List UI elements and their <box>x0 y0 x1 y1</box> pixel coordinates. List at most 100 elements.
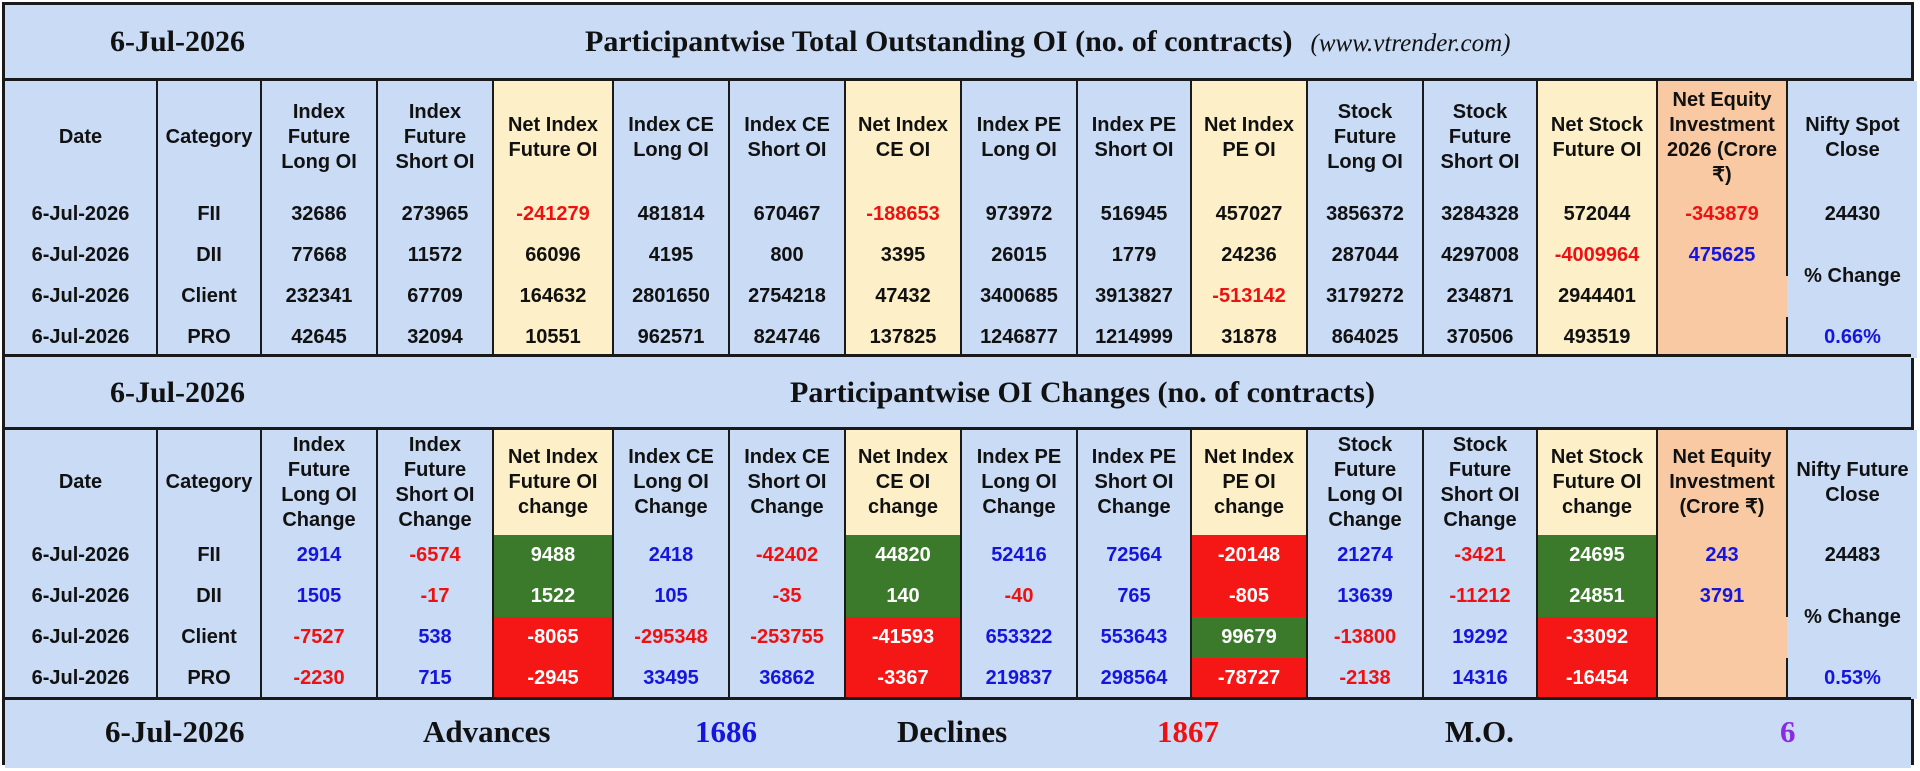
column-header: Stock Future Long OI Change <box>1307 430 1424 535</box>
column-header: Net Index PE OI <box>1191 81 1308 194</box>
value-cell: -33092 <box>1537 617 1658 658</box>
value-cell: 10551 <box>493 317 614 358</box>
value-cell: 538 <box>377 617 494 658</box>
value-cell: -2945 <box>493 658 614 699</box>
value-cell: -295348 <box>613 617 730 658</box>
column-header: Index Future Long OI Change <box>261 430 378 535</box>
value-cell: 765 <box>1077 576 1192 617</box>
value-cell: 1505 <box>261 576 378 617</box>
row-date: 6-Jul-2026 <box>5 658 158 699</box>
value-cell: -2138 <box>1307 658 1424 699</box>
value-cell: 32094 <box>377 317 494 358</box>
value-cell: 653322 <box>961 617 1078 658</box>
column-header: Index CE Short OI <box>729 81 846 194</box>
column-header: Category <box>157 430 262 535</box>
value-cell: 26015 <box>961 235 1078 276</box>
equity-cell <box>1657 317 1788 358</box>
row-date: 6-Jul-2026 <box>5 194 158 235</box>
column-header: Stock Future Long OI <box>1307 81 1424 194</box>
value-cell: 3856372 <box>1307 194 1424 235</box>
equity-cell <box>1657 617 1787 658</box>
table-row: 6-Jul-2026 DII 77668 11572 66096 4195 800 3395 2… <box>5 235 1917 287</box>
column-header: Net Index CE OI change <box>845 430 962 535</box>
value-cell: -11212 <box>1423 576 1538 617</box>
value-cell: 31878 <box>1191 317 1308 358</box>
value-cell: -35 <box>729 576 846 617</box>
column-header: Net Index CE OI <box>845 81 962 194</box>
value-cell: 105 <box>613 576 730 617</box>
value-cell: -41593 <box>845 617 962 658</box>
pct-change-value: 0.53% <box>1824 667 1881 689</box>
row-category: Client <box>157 617 262 658</box>
value-cell: 962571 <box>613 317 730 358</box>
equity-cell: 3791 <box>1657 576 1788 617</box>
value-cell: -188653 <box>845 194 962 235</box>
table-row: 6-Jul-2026 DII 1505 -17 1522 105 -35 140 -40 765-… <box>5 576 1917 628</box>
value-cell: 36862 <box>729 658 846 699</box>
site-link[interactable]: (www.vtrender.com) <box>1310 30 1511 57</box>
value-cell: 24695 <box>1537 535 1658 576</box>
column-header: Net Index PE OI change <box>1191 430 1308 535</box>
value-cell: 33495 <box>613 658 730 699</box>
changes-header-row: Date Category Index Future Long OI Change I… <box>5 430 1917 535</box>
table-row: 6-Jul-2026 Client -7527 538 -8065 -295348 -253… <box>5 617 1917 658</box>
column-header: Net Index Future OI change <box>493 430 614 535</box>
column-header: Index CE Long OI Change <box>613 430 730 535</box>
value-cell: -2230 <box>261 658 378 699</box>
value-cell: -253755 <box>729 617 846 658</box>
value-cell: -8065 <box>493 617 614 658</box>
value-cell: 457027 <box>1191 194 1308 235</box>
value-cell: 137825 <box>845 317 962 358</box>
breadth-date: 6-Jul-2026 <box>105 714 245 749</box>
oi-title: Participantwise Total Outstanding OI (no… <box>585 25 1511 59</box>
value-cell: 2754218 <box>729 276 846 317</box>
value-cell: -40 <box>961 576 1078 617</box>
value-cell: 715 <box>377 658 494 699</box>
row-category: FII <box>157 194 262 235</box>
value-cell: -6574 <box>377 535 494 576</box>
value-cell: 11572 <box>377 235 494 276</box>
value-cell: 553643 <box>1077 617 1192 658</box>
value-cell: -7527 <box>261 617 378 658</box>
oi-title-text: Participantwise Total Outstanding OI (no… <box>585 25 1293 58</box>
pct-change-value: 0.66% <box>1824 326 1881 348</box>
value-cell: 24236 <box>1191 235 1308 276</box>
value-cell: 1779 <box>1077 235 1192 276</box>
nifty-close: 24483 <box>1824 544 1881 566</box>
value-cell: -20148 <box>1191 535 1308 576</box>
row-category: PRO <box>157 317 262 358</box>
value-cell: 3179272 <box>1307 276 1424 317</box>
value-cell: -241279 <box>493 194 614 235</box>
advances-value: 1686 <box>695 714 757 749</box>
value-cell: 670467 <box>729 194 846 235</box>
table-row: 6-Jul-2026 PRO -2230 715 -2945 33495 36862 -336… <box>5 658 1917 699</box>
value-cell: 298564 <box>1077 658 1192 699</box>
row-category: DII <box>157 576 262 617</box>
value-cell: 800 <box>729 235 846 276</box>
value-cell: 481814 <box>613 194 730 235</box>
row-date: 6-Jul-2026 <box>5 576 158 617</box>
row-date: 6-Jul-2026 <box>5 235 158 276</box>
value-cell: -4009964 <box>1537 235 1658 276</box>
value-cell: -78727 <box>1191 658 1308 699</box>
value-cell: 4297008 <box>1423 235 1538 276</box>
table-row: 6-Jul-2026 FII 32686 273965 -241279 481814 670… <box>5 194 1917 235</box>
row-category: Client <box>157 276 262 317</box>
row-date: 6-Jul-2026 <box>5 617 158 658</box>
value-cell: 67709 <box>377 276 494 317</box>
value-cell: 32686 <box>261 194 378 235</box>
column-header: Nifty Spot Close <box>1805 113 1900 161</box>
column-header: Index Future Short OI Change <box>377 430 494 535</box>
value-cell: 66096 <box>493 235 614 276</box>
column-header: Nifty Future Close <box>1796 458 1909 506</box>
changes-date: 6-Jul-2026 <box>110 376 245 409</box>
value-cell: 3284328 <box>1423 194 1538 235</box>
column-header: Net Equity Investment (Crore ₹) <box>1657 430 1788 535</box>
changes-title-band: 6-Jul-2026 Participantwise OI Changes (n… <box>5 354 1911 430</box>
column-header: Index Future Long OI <box>261 81 378 194</box>
mo-value: 6 <box>1780 714 1796 749</box>
value-cell: 3400685 <box>961 276 1078 317</box>
value-cell: 1522 <box>493 576 614 617</box>
equity-cell: 243 <box>1657 535 1788 576</box>
